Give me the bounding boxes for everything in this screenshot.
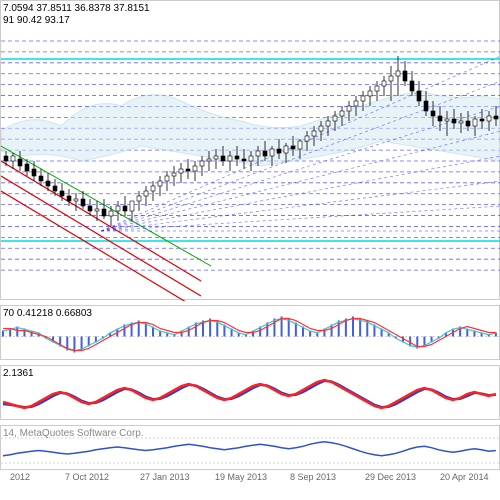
time-tick: 8 Sep 2013 [290, 472, 336, 482]
rsi-panel[interactable]: 14, MetaQuotes Software Corp. [0, 425, 500, 470]
time-tick: 29 Dec 2013 [365, 472, 416, 482]
macd-panel[interactable]: 70 0.41218 0.66803 [0, 305, 500, 360]
time-tick: 27 Jan 2013 [140, 472, 190, 482]
time-tick: 19 May 2013 [215, 472, 267, 482]
main-chart-panel[interactable]: 7.0594 37.8511 36.8378 37.8151 91 90.42 … [0, 0, 500, 300]
time-tick: 20 Apr 2014 [440, 472, 489, 482]
main-chart-svg [1, 1, 500, 301]
stoch-values: 2.1361 [3, 368, 34, 379]
time-axis: 2012 7 Oct 2012 27 Jan 2013 19 May 2013 8 Se… [0, 472, 500, 500]
ohlc-text: 7.0594 37.8511 36.8378 37.8151 [3, 3, 150, 14]
macd-values: 70 0.41218 0.66803 [3, 308, 92, 319]
stoch-svg [1, 366, 500, 421]
time-tick: 2012 [10, 472, 30, 482]
time-tick: 7 Oct 2012 [65, 472, 109, 482]
copyright-text: 14, MetaQuotes Software Corp. [3, 428, 144, 439]
indicator-text: 91 90.42 93.17 [3, 15, 70, 26]
stoch-panel[interactable]: 2.1361 [0, 365, 500, 420]
